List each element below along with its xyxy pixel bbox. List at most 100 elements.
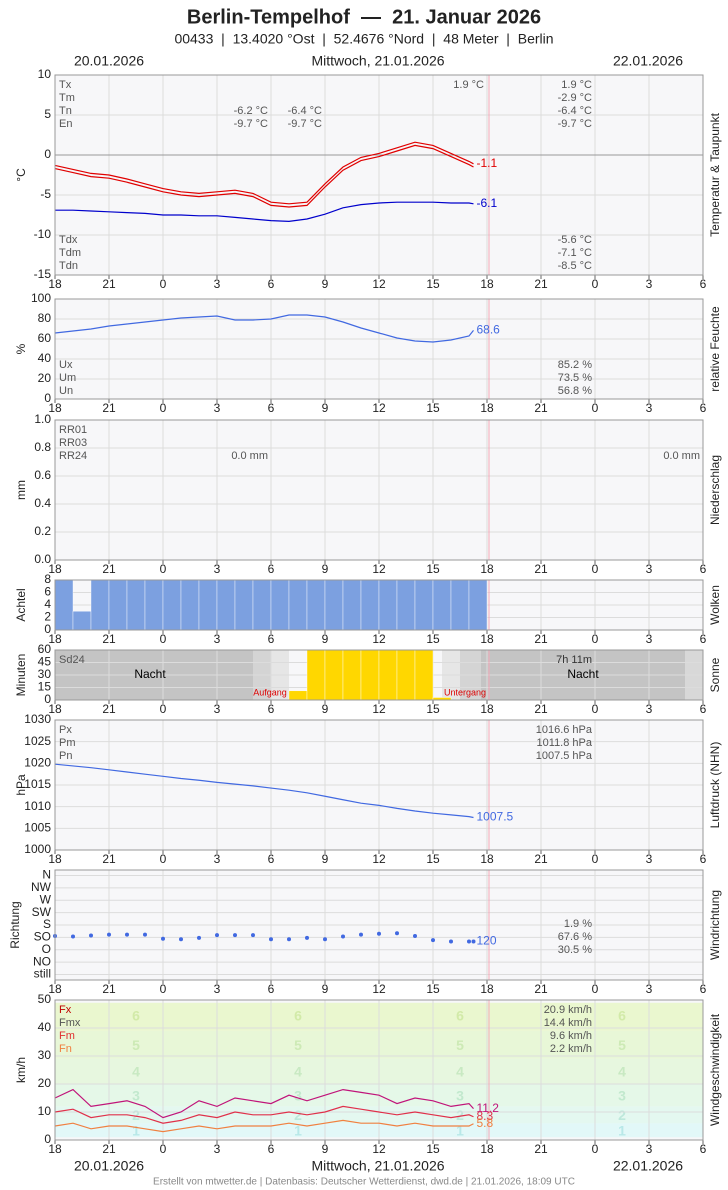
x-tick-label: 0 (160, 702, 167, 716)
x-tick-label: 0 (160, 852, 167, 866)
stat-name: Tdn (59, 260, 78, 272)
x-tick-label: 18 (48, 562, 62, 576)
x-tick-label: 3 (646, 1142, 653, 1156)
y-tick-label: 10 (38, 67, 52, 81)
data-point (287, 937, 291, 942)
data-point (197, 935, 201, 940)
x-tick-label: 0 (592, 562, 599, 576)
end-label: 120 (477, 934, 497, 948)
bar (414, 649, 434, 701)
y-axis-label: km/h (14, 1057, 28, 1083)
y-tick-label: 10 (38, 1104, 52, 1118)
stat-name: Tdx (59, 234, 78, 246)
bar (270, 579, 290, 631)
x-tick-label: 6 (700, 562, 707, 576)
plot-frame (54, 649, 704, 701)
x-tick-label: 21 (534, 852, 548, 866)
stat-name: Tm (59, 92, 75, 104)
y-tick-label: O (42, 942, 51, 956)
x-tick-label: 9 (322, 277, 329, 291)
date-right: 22.01.2026 (613, 53, 683, 69)
x-tick-label: 0 (592, 401, 599, 415)
bar (450, 579, 470, 631)
y-tick-label: 2 (44, 610, 51, 624)
stat-value: -9.7 °C (558, 118, 592, 130)
side-label: Wolken (708, 585, 722, 625)
annotation: -6.4 °C (288, 105, 322, 117)
x-tick-label: 21 (534, 702, 548, 716)
beaufort-label: 3 (294, 1087, 302, 1103)
x-tick-label: 3 (646, 562, 653, 576)
y-tick-label: S (43, 917, 51, 931)
title: Berlin-Tempelhof — 21. Januar 2026 (187, 6, 541, 28)
beaufort-label: 5 (294, 1037, 302, 1053)
beaufort-label: 2 (132, 1107, 140, 1123)
y-tick-label: 80 (38, 311, 52, 325)
y-tick-label: 60 (38, 331, 52, 345)
x-tick-label: 21 (102, 982, 116, 996)
x-tick-label: 18 (480, 702, 494, 716)
date-center: Mittwoch, 21.01.2026 (311, 53, 444, 69)
x-tick-label: 3 (646, 401, 653, 415)
stat-value: 56.8 % (558, 385, 592, 397)
y-tick-label: NO (33, 954, 51, 968)
x-tick-label: 18 (48, 852, 62, 866)
x-tick-label: 18 (48, 982, 62, 996)
x-tick-label: 0 (592, 632, 599, 646)
annotation: -6.2 °C (234, 105, 268, 117)
x-tick-label: 18 (48, 1142, 62, 1156)
x-tick-label: 6 (700, 401, 707, 415)
beaufort-label: 6 (132, 1008, 140, 1024)
bar (288, 579, 308, 631)
data-point (269, 937, 273, 942)
y-tick-label: 1025 (24, 734, 51, 748)
x-tick-label: 3 (646, 277, 653, 291)
data-line (54, 763, 474, 819)
y-tick-label: 0.8 (34, 440, 51, 454)
stat-name: Tn (59, 105, 72, 117)
beaufort-label: 1 (294, 1122, 302, 1138)
y-tick-label: 45 (38, 655, 52, 669)
beaufort-label: 2 (456, 1107, 464, 1123)
x-tick-label: 12 (372, 401, 386, 415)
stat-name: RR01 (59, 424, 87, 436)
x-tick-label: 15 (426, 632, 440, 646)
beaufort-label: 6 (618, 1008, 626, 1024)
y-tick-label: 1020 (24, 756, 51, 770)
stat-name: Tx (59, 79, 72, 91)
y-tick-label: 1.0 (34, 412, 51, 426)
bar (396, 649, 416, 701)
stat-name: Sd24 (59, 654, 85, 666)
plot-frame (54, 999, 704, 1141)
side-label: Sonne (708, 657, 722, 692)
y-tick-label: 1010 (24, 799, 51, 813)
stat-value: 2.2 km/h (550, 1043, 592, 1055)
y-tick-label: 0 (44, 147, 51, 161)
x-tick-label: 21 (102, 562, 116, 576)
end-label: -6.1 (477, 196, 498, 210)
data-point (251, 933, 255, 938)
beaufort-label: 1 (456, 1122, 464, 1138)
bar (162, 579, 182, 631)
y-tick-label: 0.6 (34, 468, 51, 482)
stat-value: -8.5 °C (558, 260, 592, 272)
x-tick-label: 3 (214, 1142, 221, 1156)
x-tick-label: 3 (646, 982, 653, 996)
x-tick-label: 15 (426, 982, 440, 996)
x-tick-label: 3 (214, 702, 221, 716)
x-tick-label: 6 (700, 852, 707, 866)
stat-value: 73.5 % (558, 372, 592, 384)
x-tick-label: 0 (592, 852, 599, 866)
stat-name: Fx (59, 1004, 72, 1016)
x-tick-label: 15 (426, 401, 440, 415)
side-label: Windgeschwindigkeit (708, 1013, 722, 1126)
x-tick-label: 3 (214, 632, 221, 646)
data-point (89, 933, 93, 938)
stat-value: 9.6 km/h (550, 1030, 592, 1042)
stat-name: Fn (59, 1043, 72, 1055)
y-tick-label: 30 (38, 1048, 52, 1062)
end-label: 8.3 (477, 1109, 494, 1123)
bar (324, 649, 344, 701)
x-tick-label: 9 (322, 702, 329, 716)
beaufort-label: 6 (456, 1008, 464, 1024)
